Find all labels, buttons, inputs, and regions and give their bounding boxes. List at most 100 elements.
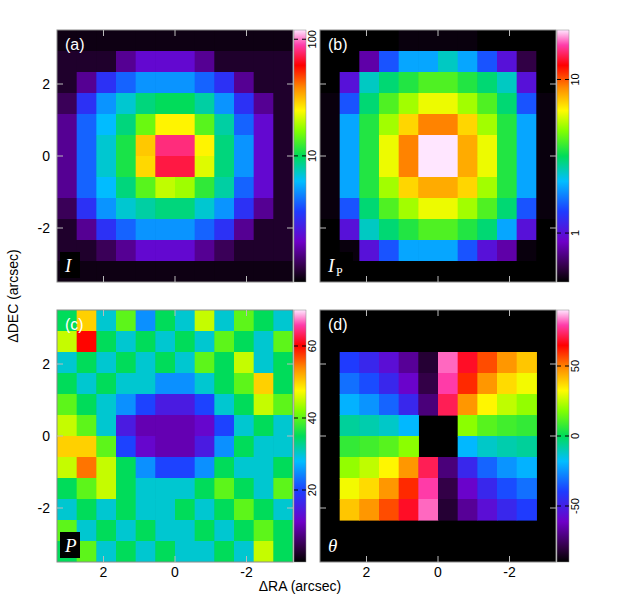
cell xyxy=(57,331,77,353)
cell xyxy=(234,499,254,521)
label-backing xyxy=(60,252,80,278)
x-tick-label: 0 xyxy=(171,564,179,580)
colorbar-tick xyxy=(557,506,561,507)
cell xyxy=(116,457,136,479)
cell xyxy=(77,93,97,115)
cell xyxy=(517,240,537,262)
cell xyxy=(517,198,537,220)
cell xyxy=(497,373,517,395)
cell xyxy=(214,72,234,94)
cell xyxy=(438,51,458,73)
cell xyxy=(175,51,195,73)
cell xyxy=(234,114,254,136)
y-axis-label: ΔDEC (arcsec) xyxy=(5,249,21,342)
cell xyxy=(254,520,274,542)
cell xyxy=(195,415,215,437)
cell xyxy=(379,177,399,199)
cell xyxy=(214,93,234,115)
cell xyxy=(254,499,274,521)
cell xyxy=(273,156,293,178)
cell xyxy=(418,156,438,178)
cell xyxy=(379,93,399,115)
cell xyxy=(477,373,497,395)
cell xyxy=(155,51,175,73)
cell xyxy=(273,541,293,562)
cell xyxy=(214,457,234,479)
cell xyxy=(340,478,360,500)
cell xyxy=(458,198,478,220)
cell xyxy=(497,156,517,178)
cell xyxy=(195,457,215,479)
cell xyxy=(320,198,340,220)
cell xyxy=(136,135,156,157)
cell xyxy=(379,352,399,374)
cell xyxy=(57,436,77,458)
cell xyxy=(517,135,537,157)
cell xyxy=(136,240,156,262)
cell xyxy=(399,177,419,199)
cell xyxy=(458,93,478,115)
cell xyxy=(477,72,497,94)
cell xyxy=(273,457,293,479)
colorbar-tick-label: 60 xyxy=(306,340,318,352)
cell xyxy=(136,30,156,52)
colorbar-tick-label: -50 xyxy=(569,498,581,514)
cell xyxy=(399,135,419,157)
x-tick-label: 0 xyxy=(434,564,442,580)
cell xyxy=(399,30,419,52)
cell xyxy=(234,394,254,416)
cell xyxy=(116,177,136,199)
cell xyxy=(96,114,116,136)
y-tick xyxy=(57,364,63,365)
colorbar-tick-label: 10 xyxy=(569,73,581,85)
x-tick xyxy=(175,30,176,36)
cell xyxy=(195,72,215,94)
cell xyxy=(399,51,419,73)
cell xyxy=(234,51,254,73)
panel-label: (a) xyxy=(65,36,85,53)
cell xyxy=(497,177,517,199)
cell xyxy=(116,436,136,458)
cell xyxy=(477,415,497,437)
cell xyxy=(155,72,175,94)
cell xyxy=(359,373,379,395)
cell xyxy=(379,415,399,437)
x-tick xyxy=(175,276,176,282)
colorbar xyxy=(557,30,569,282)
cell xyxy=(536,156,556,178)
cell xyxy=(96,72,116,94)
cell xyxy=(234,30,254,52)
cell xyxy=(477,394,497,416)
cell xyxy=(77,177,97,199)
x-tick xyxy=(509,276,510,282)
cell xyxy=(517,93,537,115)
cell xyxy=(96,331,116,353)
y-tick xyxy=(57,436,63,437)
cell xyxy=(214,135,234,157)
cell xyxy=(273,51,293,73)
cell xyxy=(273,415,293,437)
cell xyxy=(96,135,116,157)
cell xyxy=(418,135,438,157)
cell xyxy=(234,156,254,178)
cell xyxy=(273,93,293,115)
colorbar-tick xyxy=(557,436,561,437)
cell xyxy=(340,394,360,416)
y-tick xyxy=(287,84,293,85)
cell xyxy=(418,72,438,94)
heatmap-cells xyxy=(57,310,293,562)
cell xyxy=(517,457,537,479)
y-tick xyxy=(287,508,293,509)
cell xyxy=(379,436,399,458)
cell xyxy=(195,93,215,115)
quantity-label: θ xyxy=(328,535,337,556)
cell xyxy=(438,457,458,479)
x-tick xyxy=(366,310,367,316)
cell xyxy=(273,135,293,157)
cell xyxy=(234,177,254,199)
cell xyxy=(418,93,438,115)
cell xyxy=(273,310,293,332)
figure: -20210100(a)IΔDEC (arcsec)110(b)IP20-2-2… xyxy=(0,0,627,594)
cell xyxy=(418,219,438,241)
cell xyxy=(536,114,556,136)
